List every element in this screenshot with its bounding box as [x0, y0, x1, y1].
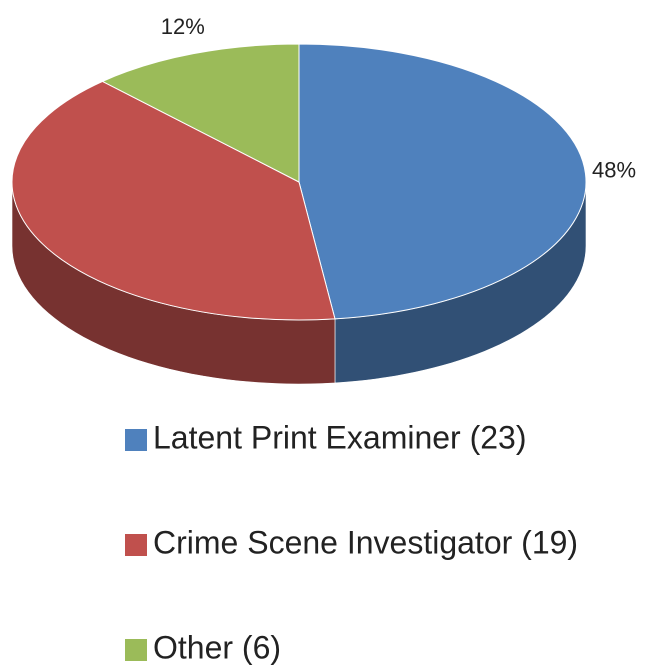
- pie-slice: [101, 43, 300, 183]
- pie: [11, 43, 587, 385]
- legend: Latent Print Examiner (23) Crime Scene In…: [125, 419, 578, 665]
- data-label: 48%: [592, 157, 636, 182]
- data-labels: 48% 12%: [161, 14, 636, 183]
- legend-label: Crime Scene Investigator (19): [153, 524, 578, 560]
- legend-label: Other (6): [153, 629, 281, 665]
- legend-label: Latent Print Examiner (23): [153, 419, 527, 455]
- legend-swatch: [125, 429, 147, 451]
- data-label: 12%: [161, 14, 205, 39]
- pie-slice: [298, 43, 587, 320]
- legend-swatch: [125, 639, 147, 661]
- legend-swatch: [125, 534, 147, 556]
- pie-slice: [11, 80, 336, 321]
